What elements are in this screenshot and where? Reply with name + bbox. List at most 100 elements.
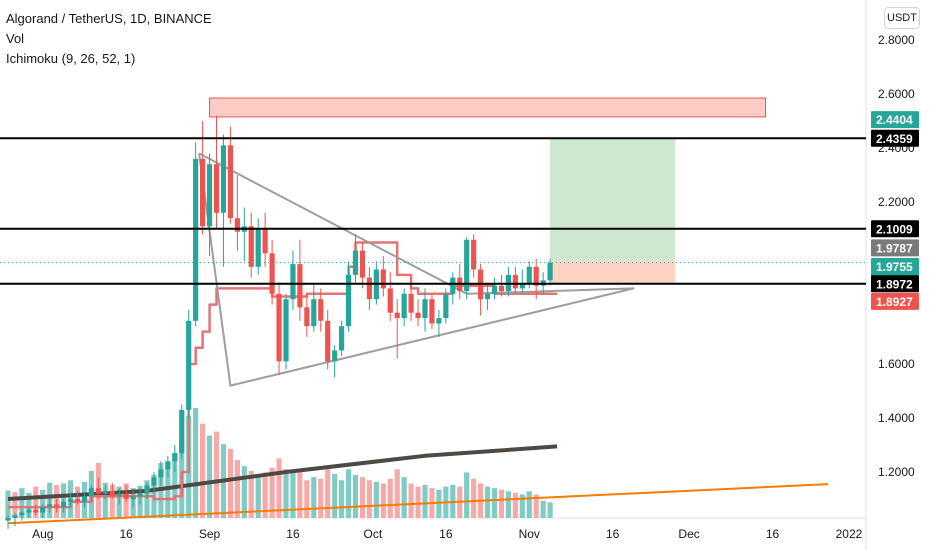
volume-bar — [12, 492, 18, 518]
volume-bar — [436, 489, 442, 518]
candle-body — [158, 469, 164, 478]
candle-body — [102, 490, 108, 494]
volume-bar — [387, 478, 393, 518]
ichimoku-indicator-label[interactable]: Ichimoku (9, 26, 52, 1) — [6, 51, 136, 66]
candle-body — [491, 285, 498, 294]
volume-bar — [359, 477, 366, 518]
candle-body — [186, 320, 192, 410]
volume-bar — [464, 472, 470, 518]
candle-body — [394, 312, 400, 319]
candle-body — [304, 307, 310, 327]
time-tick-label: 16 — [439, 527, 453, 541]
candle-body — [366, 277, 372, 300]
price-tag — [871, 275, 919, 293]
volume-bar — [332, 474, 338, 518]
volume-bar — [401, 477, 407, 518]
volume-bar — [109, 485, 115, 518]
volume-bar — [213, 431, 220, 518]
candle-body — [165, 461, 171, 470]
candle-body — [436, 318, 442, 324]
candle-body — [318, 299, 324, 321]
volume-bar — [165, 466, 171, 518]
candle-body — [227, 145, 233, 219]
volume-bar — [422, 485, 428, 518]
candle-body — [387, 288, 393, 313]
candle-body — [109, 490, 115, 497]
volume-bar — [415, 486, 421, 518]
currency-label: USDT — [887, 12, 917, 24]
volume-bar — [471, 478, 477, 518]
volume-bar — [5, 490, 11, 518]
candle-body — [220, 145, 227, 213]
volume-bar — [290, 470, 296, 518]
price-tag-label: 2.1009 — [876, 222, 913, 236]
candle-body — [116, 493, 122, 497]
volume-bar — [19, 488, 25, 518]
volume-bar — [311, 477, 317, 518]
candle-body — [33, 509, 39, 513]
candle-body — [471, 239, 477, 270]
symbol-title[interactable]: Algorand / TetherUS, 1D, BINANCE — [6, 11, 212, 26]
volume-bar — [304, 480, 310, 518]
candle-body — [248, 226, 254, 267]
volume-bar — [394, 469, 400, 518]
volume-bar — [241, 466, 247, 518]
candle-body — [297, 264, 303, 308]
candle-body — [512, 274, 518, 289]
volume-bar — [318, 478, 324, 518]
candle-body — [54, 504, 60, 508]
target-zone — [550, 138, 676, 262]
price-tag — [871, 220, 919, 238]
price-tag — [871, 129, 919, 147]
volume-bar — [283, 469, 289, 518]
candle-body — [498, 285, 505, 292]
price-tick-label: 1.2000 — [878, 465, 915, 479]
volume-bar — [484, 486, 491, 518]
price-tag-label: 2.4359 — [876, 132, 913, 146]
volume-bar — [33, 486, 39, 518]
candle-body — [206, 164, 213, 227]
price-tick-label: 1.6000 — [878, 357, 915, 371]
price-tick-label: 2.8000 — [878, 33, 915, 47]
candle-body — [19, 512, 25, 516]
volume-bar — [206, 435, 213, 518]
candle-body — [200, 158, 206, 227]
volume-bar — [297, 472, 303, 518]
volume-bar — [40, 489, 46, 518]
volume-bar — [408, 483, 414, 518]
volume-bar — [339, 480, 345, 518]
volume-bar — [255, 474, 261, 518]
currency-button[interactable]: USDT — [884, 7, 920, 29]
candle-body — [401, 293, 407, 319]
volume-bar — [366, 480, 372, 518]
candle-body — [12, 515, 18, 518]
price-tag-label: 1.8972 — [876, 277, 913, 291]
time-tick-label: 16 — [286, 527, 300, 541]
volume-indicator-label[interactable]: Vol — [6, 31, 25, 46]
candle-body — [88, 488, 94, 497]
candle-body — [443, 293, 449, 319]
candle-body — [450, 277, 456, 294]
volume-bar — [269, 467, 275, 518]
candle-body — [276, 293, 282, 362]
resistance-zone — [209, 97, 767, 118]
price-tag-label: 1.9755 — [876, 260, 913, 274]
price-tick-label: 1.4000 — [878, 411, 915, 425]
volume-bar — [26, 492, 32, 518]
stop-zone — [550, 261, 676, 283]
volume-bar — [533, 494, 539, 518]
time-tick-label: Dec — [678, 527, 699, 541]
candle-body — [339, 326, 345, 351]
volume-bar — [276, 458, 282, 518]
volume-bar — [498, 489, 505, 518]
volume-bar — [102, 482, 108, 518]
volume-bar — [352, 474, 359, 518]
candle-body — [352, 250, 359, 275]
price-tag — [871, 239, 919, 257]
volume-bar — [380, 483, 386, 518]
volume-bar — [540, 500, 546, 518]
candle-body — [130, 496, 136, 499]
triangle-pattern — [198, 152, 635, 387]
candle-body — [40, 507, 46, 513]
